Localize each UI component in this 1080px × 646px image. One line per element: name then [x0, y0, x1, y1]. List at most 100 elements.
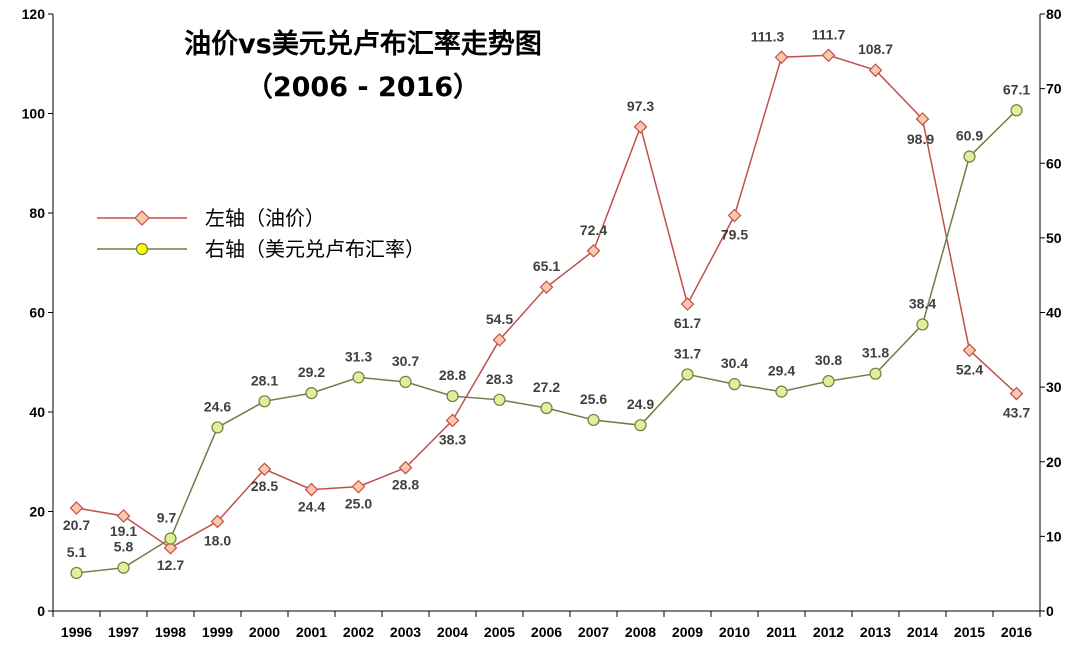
oil-price-label: 24.4 [298, 499, 325, 515]
oil-price-point [398, 460, 413, 475]
oil-price-point [304, 482, 319, 497]
right-axis-tick-label: 10 [1046, 528, 1062, 544]
oil-price-point [680, 297, 695, 311]
oil-price-label: 52.4 [956, 361, 983, 377]
x-axis-tick-label: 2004 [437, 624, 468, 640]
oil-price-label: 72.4 [580, 222, 607, 238]
right-axis-tick-label: 50 [1046, 230, 1062, 246]
oil-price-point [163, 540, 178, 555]
right-axis-tick-label: 80 [1046, 6, 1062, 22]
rub-rate-label: 30.8 [815, 352, 842, 368]
x-axis-tick-label: 2008 [625, 624, 656, 640]
rub-rate-point [681, 368, 694, 381]
right-axis-tick-label: 40 [1046, 305, 1062, 321]
rub-rate-label: 30.4 [721, 355, 748, 371]
oil-price-label: 25.0 [345, 496, 372, 512]
rub-rate-point [164, 532, 177, 545]
rub-rate-label: 29.2 [298, 364, 325, 380]
rub-rate-label: 9.7 [157, 510, 177, 526]
oil-price-point [351, 479, 366, 494]
data-markers [69, 48, 1024, 580]
oil-price-point [257, 462, 272, 477]
series-lines [76, 54, 1018, 574]
right-axis-tick-label: 30 [1046, 379, 1062, 395]
chart-title: 油价vs美元兑卢布汇率走势图 [184, 28, 542, 60]
rub-rate-point [1010, 104, 1023, 117]
x-axis-tick-label: 2003 [390, 624, 421, 640]
x-axis-tick-label: 2006 [531, 624, 562, 640]
rub-rate-point [399, 375, 412, 389]
legend-marker-rub [135, 242, 149, 256]
x-axis-tick-label: 2015 [954, 624, 985, 640]
x-axis-tick-label: 2007 [578, 624, 609, 640]
rub-rate-label: 29.4 [768, 363, 795, 379]
oil-price-point [1009, 386, 1024, 401]
oil-price-point [445, 413, 460, 428]
oil-price-point [915, 112, 930, 126]
oil-price-point [116, 509, 131, 523]
oil-price-label: 38.3 [439, 431, 466, 447]
rub-rate-label: 24.9 [627, 396, 654, 412]
rub-rate-point [963, 150, 976, 163]
oil-price-label: 43.7 [1003, 405, 1030, 421]
rub-rate-label: 27.2 [533, 379, 560, 395]
left-axis-tick-label: 20 [29, 504, 45, 520]
rub-rate-label: 31.3 [345, 348, 372, 364]
oil-price-label: 97.3 [627, 98, 654, 114]
right-axis-tick-label: 20 [1046, 454, 1062, 470]
right-axis-tick-label: 70 [1046, 81, 1062, 97]
oil-price-label: 111.7 [812, 26, 846, 42]
rub-rate-point [540, 401, 553, 415]
left-axis-tick-label: 40 [29, 404, 45, 420]
x-axis-tick-label: 2011 [766, 624, 797, 640]
left-axis-tick-label: 120 [22, 6, 46, 22]
left-axis-tick-label: 80 [29, 205, 45, 221]
rub-rate-point [211, 421, 224, 434]
rub-rate-point [728, 378, 741, 391]
rub-rate-label: 5.8 [114, 539, 134, 555]
oil-price-point [539, 280, 554, 294]
oil-price-label: 111.3 [751, 28, 785, 44]
rub-rate-point [305, 386, 318, 400]
series-line-0 [76, 54, 1018, 549]
rub-rate-point [869, 367, 882, 380]
rub-rate-point [117, 561, 130, 574]
oil-price-label: 20.7 [63, 517, 90, 533]
rub-rate-point [587, 413, 600, 427]
oil-price-point [586, 243, 601, 258]
rub-rate-label: 67.1 [1003, 81, 1030, 97]
oil-price-label: 79.5 [721, 226, 748, 242]
rub-rate-point [493, 393, 506, 406]
rub-rate-point [775, 385, 788, 398]
rub-rate-label: 30.7 [392, 353, 419, 369]
x-axis-tick-label: 1996 [61, 624, 92, 640]
oil-price-label: 54.5 [486, 311, 513, 327]
left-axis-tick-label: 60 [29, 305, 45, 321]
rub-rate-point [70, 566, 83, 580]
rub-rate-label: 28.8 [439, 367, 466, 383]
rub-rate-label: 38.4 [909, 295, 936, 311]
rub-rate-label: 25.6 [580, 391, 607, 407]
x-axis-tick-label: 1998 [155, 624, 186, 640]
rub-rate-point [822, 375, 835, 388]
left-axis-tick-label: 100 [22, 106, 46, 122]
left-axis-tick-label: 0 [37, 603, 45, 619]
x-axis-tick-label: 2010 [719, 624, 750, 640]
oil-price-label: 98.9 [907, 131, 934, 147]
right-axis-tick-label: 0 [1046, 603, 1054, 619]
rub-rate-label: 28.3 [486, 371, 513, 387]
oil-price-label: 19.1 [110, 523, 137, 539]
oil-price-point [69, 501, 84, 515]
x-axis-tick-label: 2002 [343, 624, 374, 640]
x-axis-tick-label: 2013 [860, 624, 891, 640]
rub-rate-point [446, 389, 459, 403]
oil-price-point [633, 120, 648, 134]
chart-subtitle: （2006 - 2016） [246, 72, 480, 103]
x-axis-tick-label: 2016 [1001, 624, 1032, 640]
oil-price-label: 28.5 [251, 478, 278, 494]
x-axis-tick-label: 2012 [813, 624, 844, 640]
legend-label-rub: 右轴（美元兑卢布汇率） [205, 237, 425, 261]
rub-rate-point [352, 371, 365, 384]
oil-price-point [727, 208, 742, 223]
